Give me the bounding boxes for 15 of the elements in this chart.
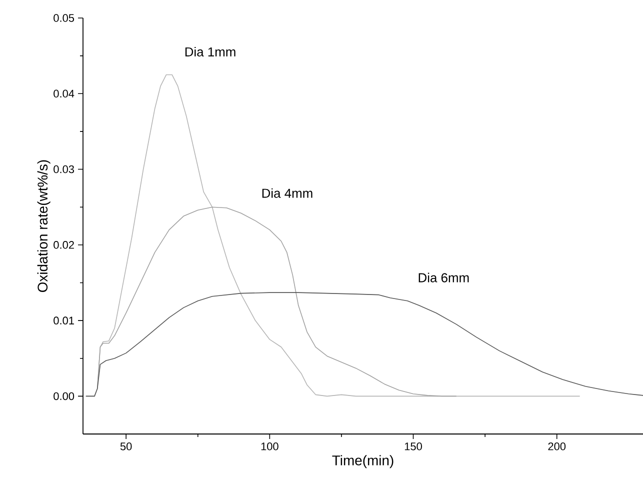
series-label: Dia 6mm <box>418 272 469 282</box>
x-tick-label: 100 <box>261 442 278 450</box>
x-tick-label: 50 <box>120 442 132 450</box>
y-tick-label: 0.04 <box>54 90 74 98</box>
y-tick-label: 0.03 <box>54 165 74 174</box>
series-label: Dia 4mm <box>262 188 312 198</box>
y-tick-label: 0.05 <box>54 14 74 22</box>
y-tick-label: 0.02 <box>54 241 74 249</box>
x-tick-label: 200 <box>548 442 566 450</box>
y-tick-label: 0.01 <box>54 316 74 324</box>
x-tick-label: 150 <box>404 442 422 450</box>
x-axis-title: Time(min) <box>332 455 394 468</box>
y-axis-title: Oxidation rate(wt%/s) <box>37 160 50 292</box>
y-tick-label: 0.00 <box>54 392 74 400</box>
series-label: Dia 1mm <box>185 46 236 56</box>
